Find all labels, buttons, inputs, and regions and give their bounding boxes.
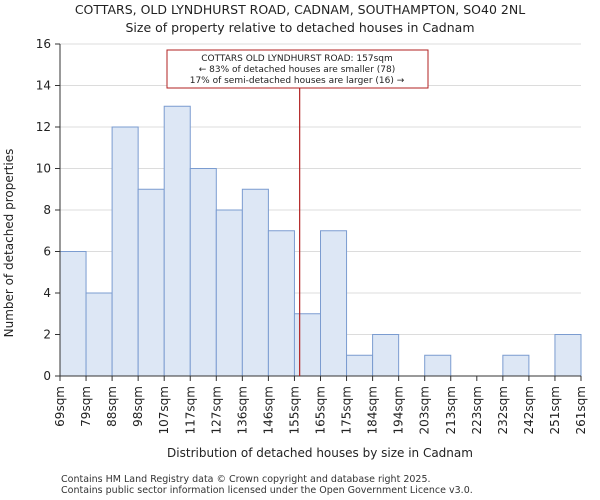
x-tick-label: 194sqm [392, 386, 406, 434]
chart-title: COTTARS, OLD LYNDHURST ROAD, CADNAM, SOU… [75, 2, 525, 17]
x-tick-label: 117sqm [183, 386, 197, 434]
annotation-line-1: COTTARS OLD LYNDHURST ROAD: 157sqm [201, 54, 393, 64]
y-tick-label: 10 [36, 162, 51, 176]
histogram-bar [424, 354, 452, 377]
x-tick-label: 223sqm [470, 386, 484, 434]
histogram-bar [293, 313, 322, 377]
x-tick-label: 184sqm [366, 386, 380, 434]
y-tick-label: 6 [43, 245, 51, 259]
x-axis-label: Distribution of detached houses by size … [167, 446, 473, 460]
histogram-bar [59, 251, 87, 377]
histogram-bar [372, 334, 400, 377]
x-tick-label: 213sqm [444, 386, 458, 434]
x-tick-label: 79sqm [79, 386, 93, 427]
x-tick-label: 88sqm [105, 386, 119, 427]
histogram-bar [346, 354, 374, 377]
y-tick-label: 14 [36, 79, 51, 93]
y-ticks: 0 2 4 6 8 10 12 14 16 [36, 37, 60, 383]
histogram-bar [267, 230, 295, 377]
histogram-bar [502, 354, 530, 377]
x-tick-label: 165sqm [314, 386, 328, 434]
histogram-bar [215, 209, 243, 377]
x-tick-label: 98sqm [131, 386, 145, 427]
histogram-bar [554, 334, 582, 377]
x-tick-label: 175sqm [340, 386, 354, 434]
annotation-line-3: 17% of semi-detached houses are larger (… [190, 76, 405, 86]
x-tick-label: 203sqm [418, 386, 432, 434]
histogram-bar [85, 292, 113, 377]
annotation-box: COTTARS OLD LYNDHURST ROAD: 157sqm ← 83%… [166, 49, 429, 89]
footer: Contains HM Land Registry data © Crown c… [61, 474, 473, 496]
bars [59, 105, 582, 377]
histogram-bar [241, 188, 269, 377]
x-tick-label: 69sqm [53, 386, 67, 427]
y-tick-label: 4 [43, 286, 51, 300]
y-tick-label: 8 [43, 203, 51, 217]
x-tick-label: 232sqm [496, 386, 510, 434]
x-tick-label: 242sqm [522, 386, 536, 434]
histogram-bar [320, 230, 348, 377]
y-tick-label: 0 [43, 369, 51, 383]
y-axis-label: Number of detached properties [2, 149, 16, 338]
x-tick-label: 251sqm [548, 386, 562, 434]
annotation-line-2: ← 83% of detached houses are smaller (78… [199, 65, 396, 75]
x-tick-label: 146sqm [261, 386, 275, 434]
histogram-bar [111, 126, 139, 377]
histogram-bar [189, 168, 217, 377]
x-ticks: 69sqm 79sqm 88sqm 98sqm 107sqm 117sqm 127sqm 13… [53, 376, 588, 434]
y-tick-label: 16 [36, 37, 51, 51]
histogram-bar [137, 188, 165, 377]
x-tick-label: 127sqm [209, 386, 223, 434]
x-tick-label: 107sqm [157, 386, 171, 434]
footer-line-2: Contains public sector information licen… [61, 485, 473, 496]
x-tick-label: 155sqm [287, 386, 301, 434]
histogram-bar [163, 105, 191, 377]
x-tick-label: 136sqm [235, 386, 249, 434]
footer-line-1: Contains HM Land Registry data © Crown c… [61, 474, 431, 485]
y-tick-label: 2 [43, 328, 51, 342]
chart-subtitle: Size of property relative to detached ho… [126, 20, 475, 35]
x-tick-label: 261sqm [574, 386, 588, 434]
y-tick-label: 12 [36, 120, 51, 134]
